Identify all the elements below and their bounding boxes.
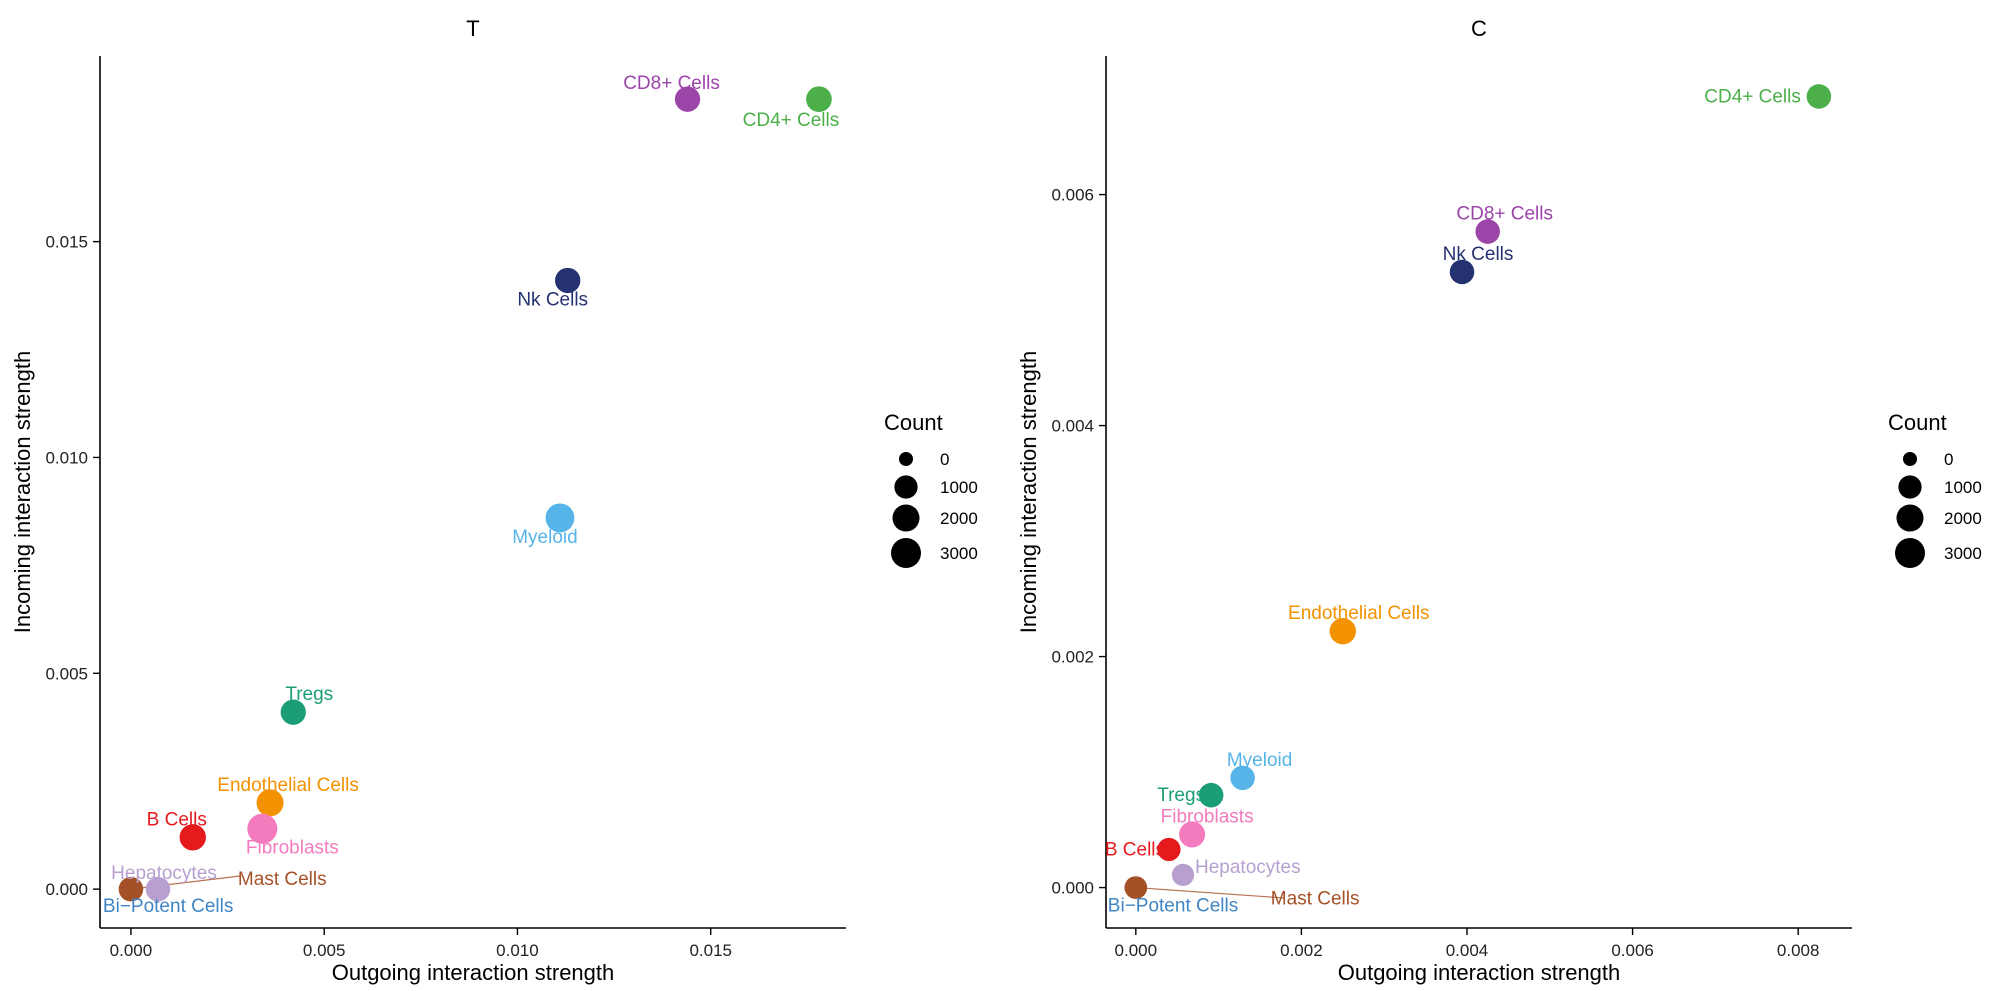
point-label: Bi−Potent Cells [1108, 896, 1238, 917]
data-point [1198, 782, 1224, 808]
point-label: Mast Cells [238, 869, 327, 890]
data-point [256, 789, 284, 817]
x-tick-label: 0.000 [1115, 941, 1158, 960]
y-tick-label: 0.000 [45, 880, 88, 899]
size-legend-t: Count 0 1000 2000 3000 [884, 410, 978, 568]
point-label: CD4+ Cells [1704, 86, 1801, 107]
data-point [1124, 876, 1148, 899]
data-point [806, 86, 832, 113]
legend-size-marker [899, 452, 913, 466]
data-point [1475, 219, 1500, 244]
legend-entry-label: 0 [1944, 450, 1953, 469]
y-tick-label: 0.002 [1051, 648, 1094, 667]
x-tick-label: 0.015 [689, 941, 732, 960]
point-label: Endothelial Cells [1288, 603, 1430, 624]
point-label: Fibroblasts [246, 838, 339, 859]
legend-entry-label: 2000 [1944, 509, 1982, 528]
point-labels: CD4+ Cells CD8+ Cells Nk Cells Endothelial … [1105, 86, 1801, 916]
legend-items: 0 1000 2000 3000 [1895, 450, 1982, 568]
x-axis-title: Outgoing interaction strength [1338, 960, 1621, 985]
data-point [280, 699, 306, 725]
point-label: Tregs [1157, 785, 1205, 806]
point-label: Myeloid [512, 527, 577, 548]
leader-lines [1135, 886, 1285, 899]
x-tick-label: 0.005 [303, 941, 346, 960]
y-tick-label: 0.015 [45, 233, 88, 252]
point-label: Hepatocytes [1195, 857, 1301, 878]
legend-size-marker [1898, 475, 1922, 499]
data-point [118, 876, 144, 902]
legend-size-marker [892, 504, 920, 532]
tick-group: 0.000 0.002 0.004 0.006 0.008 0.000 0.002 0.004… [1051, 186, 1819, 960]
data-point [1230, 765, 1255, 791]
data-point [1329, 617, 1356, 645]
panel-title: C [1471, 16, 1487, 41]
point-labels: CD8+ Cells CD4+ Cells Nk Cells Myeloid Tregs… [103, 73, 839, 917]
data-point [1157, 837, 1181, 862]
y-tick-label: 0.006 [1051, 186, 1094, 205]
data-point [545, 503, 575, 533]
legend-entry-label: 1000 [1944, 478, 1982, 497]
point-label: CD8+ Cells [623, 73, 720, 94]
y-tick-label: 0.004 [1051, 417, 1094, 436]
legend-size-marker [1903, 452, 1917, 466]
points-group [118, 86, 832, 902]
legend-entry-label: 1000 [940, 478, 978, 497]
y-tick-label: 0.005 [45, 664, 88, 683]
point-label: Nk Cells [1443, 244, 1514, 265]
x-axis-title: Outgoing interaction strength [332, 960, 615, 985]
legend-title: Count [884, 410, 943, 435]
panel-c: C 0.000 0.002 0.004 0.006 0.0080.0000.0020.0… [1016, 16, 1852, 985]
data-point [179, 824, 206, 851]
x-tick-label: 0.006 [1611, 941, 1654, 960]
point-label: CD4+ Cells [743, 110, 840, 131]
point-label: Nk Cells [517, 289, 588, 310]
data-point [1179, 821, 1206, 848]
y-axis-title: Incoming interaction strength [10, 351, 35, 634]
size-legend-c: Count 0 1000 2000 3000 [1888, 410, 1982, 568]
panel-t: T 0.000 0.005 0.010 0.0150.0000.0050.0100.0… [10, 16, 846, 985]
legend-entry-label: 3000 [940, 544, 978, 563]
point-label: B Cells [1105, 839, 1165, 860]
legend-entry-label: 2000 [940, 509, 978, 528]
x-tick-label: 0.010 [496, 941, 539, 960]
point-label: Hepatocytes [111, 863, 217, 884]
data-point [555, 267, 581, 294]
legend-entry-label: 0 [940, 450, 949, 469]
x-tick-label: 0.008 [1777, 941, 1820, 960]
y-axis-title: Incoming interaction strength [1016, 351, 1041, 634]
leader-line [1135, 886, 1285, 899]
legend-items: 0 1000 2000 3000 [891, 450, 978, 568]
legend-size-marker [894, 475, 918, 499]
x-tick-label: 0.000 [110, 941, 153, 960]
legend-title: Count [1888, 410, 1947, 435]
legend-entry-label: 3000 [1944, 544, 1982, 563]
x-tick-label: 0.004 [1446, 941, 1489, 960]
data-point [145, 876, 171, 902]
point-label: Mast Cells [1271, 889, 1360, 910]
points-group [1124, 84, 1832, 899]
data-point [1171, 863, 1195, 887]
point-label: CD8+ Cells [1456, 204, 1553, 225]
point-label: B Cells [147, 809, 207, 830]
panel-title: T [466, 16, 479, 41]
legend-size-marker [891, 538, 921, 568]
data-point [1806, 84, 1832, 109]
point-label: Fibroblasts [1161, 806, 1254, 827]
point-label: Endothelial Cells [217, 775, 359, 796]
data-point [674, 86, 701, 112]
data-point [1449, 259, 1475, 285]
legend-size-marker [1895, 538, 1925, 568]
tick-group: 0.000 0.005 0.010 0.015 0.000 0.005 0.010 0.015 [45, 233, 732, 960]
y-tick-label: 0.010 [45, 448, 88, 467]
legend-size-marker [1896, 504, 1924, 532]
x-tick-label: 0.002 [1280, 941, 1323, 960]
point-label: Tregs [285, 684, 333, 705]
y-tick-label: 0.000 [1051, 879, 1094, 898]
data-point [247, 813, 278, 844]
point-label: Myeloid [1227, 750, 1292, 771]
point-label: Bi−Potent Cells [103, 896, 233, 917]
